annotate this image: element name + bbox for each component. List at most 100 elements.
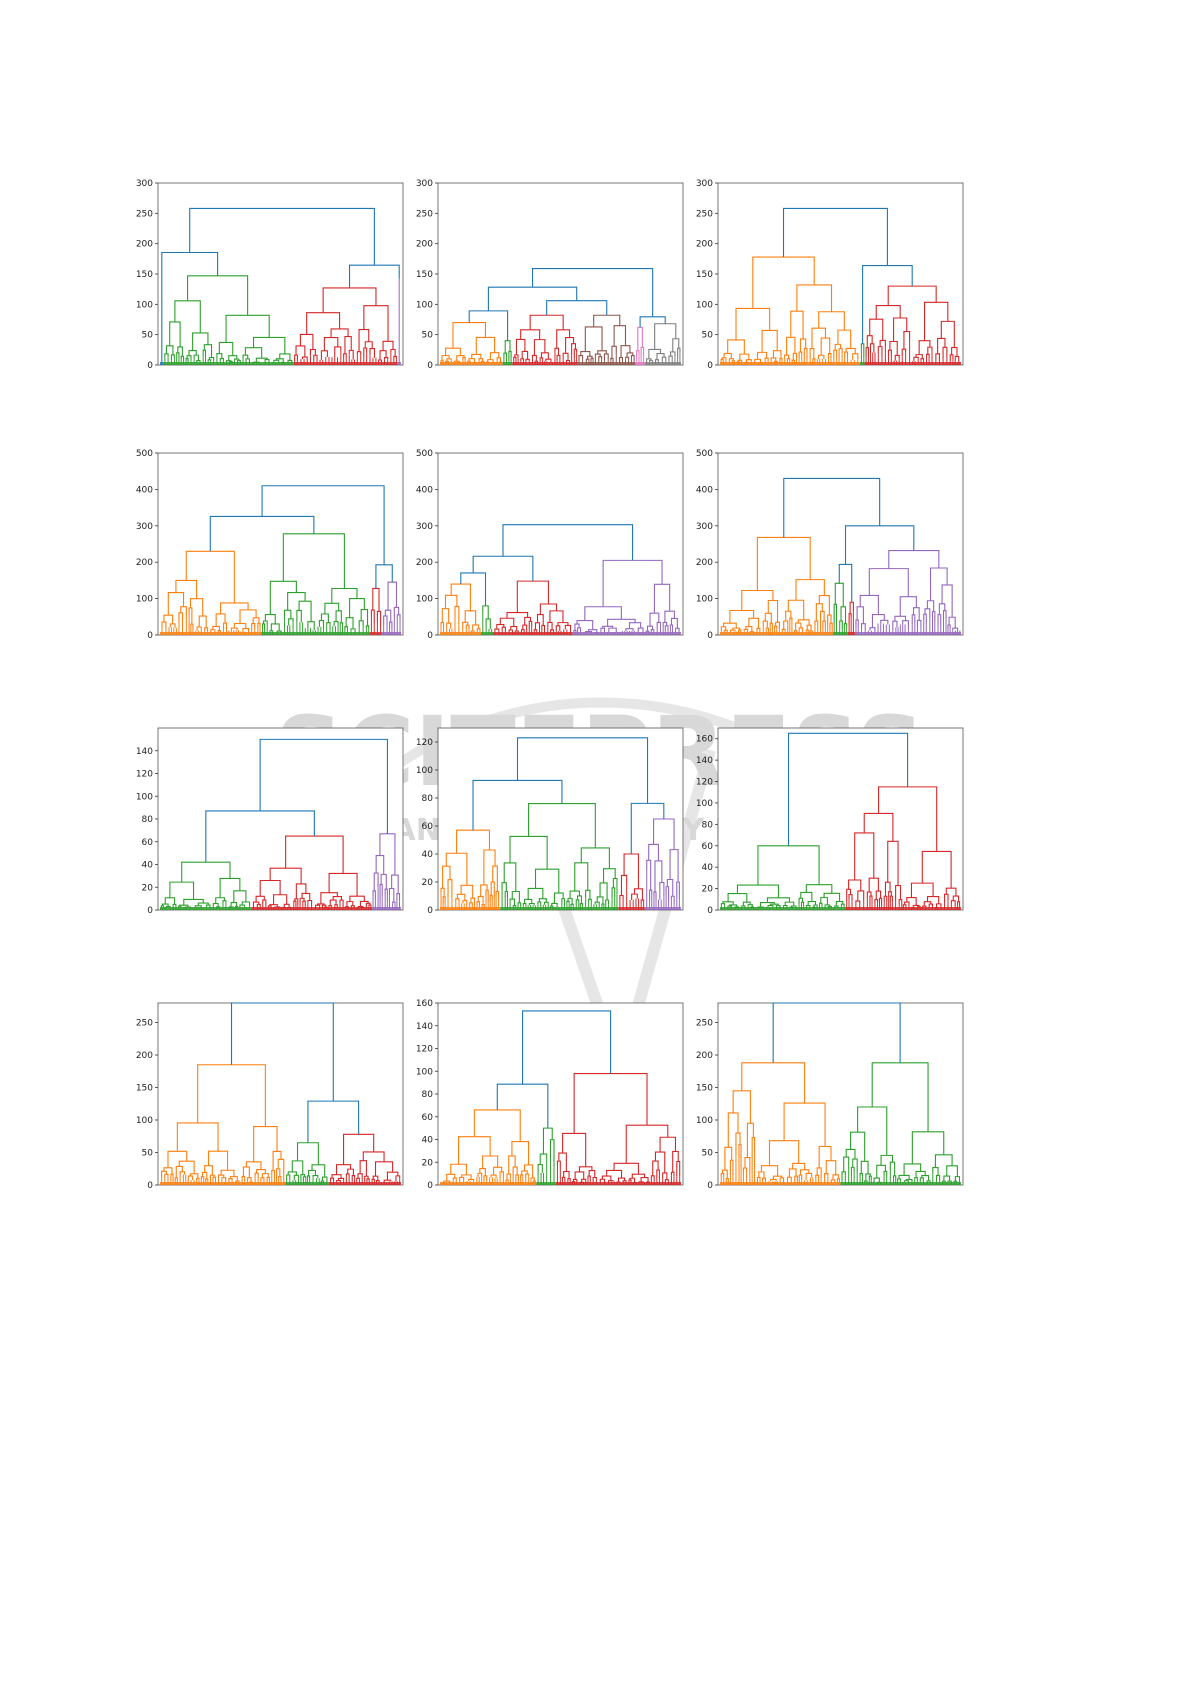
dendrogram-panel-5: 0 100 200 300 400 500 bbox=[410, 449, 710, 665]
cluster-link bbox=[935, 903, 942, 908]
cluster-link bbox=[442, 865, 451, 889]
leaf-band bbox=[440, 1182, 537, 1185]
cluster-link bbox=[442, 896, 446, 905]
cluster-link bbox=[221, 1177, 227, 1183]
cluster-link bbox=[366, 1178, 370, 1183]
cluster-link bbox=[567, 1178, 571, 1182]
cluster-link bbox=[800, 901, 805, 908]
dendrogram-11: 0 20 40 60 80 100 120 140 160 bbox=[416, 999, 684, 1191]
cluster-link bbox=[905, 1178, 913, 1183]
cluster-link bbox=[540, 352, 549, 360]
cluster-link bbox=[169, 623, 176, 628]
leaf-band bbox=[635, 362, 645, 365]
leaf-band bbox=[372, 907, 401, 910]
dendrogram-6: 0 100 200 300 400 500 bbox=[696, 449, 964, 641]
cluster-link bbox=[937, 614, 942, 628]
cluster-link bbox=[369, 347, 375, 358]
cluster-link bbox=[320, 350, 328, 360]
cluster-link bbox=[444, 594, 458, 609]
merge-link bbox=[772, 1002, 901, 1063]
y-tick-label: 60 bbox=[702, 842, 714, 852]
merge-link bbox=[496, 1083, 549, 1129]
cluster-link bbox=[271, 1169, 275, 1175]
cluster-link bbox=[388, 887, 395, 903]
leaf-band bbox=[261, 632, 370, 635]
cluster-link bbox=[761, 1177, 767, 1181]
cluster-link bbox=[229, 1176, 238, 1182]
leaf-band bbox=[644, 362, 681, 365]
cluster-link bbox=[937, 337, 946, 354]
cluster-link bbox=[447, 879, 453, 898]
cluster-link bbox=[440, 621, 445, 628]
dendrogram-tree bbox=[720, 1002, 961, 1185]
cluster-link bbox=[321, 904, 327, 908]
cluster-link bbox=[774, 625, 778, 629]
dendrogram-10: 0 50 100 150 200 250 bbox=[136, 1002, 404, 1191]
y-tick-label: 500 bbox=[136, 449, 153, 459]
cluster-link bbox=[946, 1165, 958, 1177]
cluster-link bbox=[819, 610, 825, 622]
cluster-link bbox=[247, 1177, 252, 1183]
cluster-link bbox=[487, 359, 494, 364]
cluster-link bbox=[795, 622, 802, 631]
y-tick-label: 200 bbox=[136, 240, 153, 250]
cluster-link bbox=[205, 1178, 209, 1182]
y-tick-label: 0 bbox=[427, 631, 433, 641]
dendrogram-12: 0 50 100 150 200 250 bbox=[696, 1002, 964, 1191]
cluster-link bbox=[799, 338, 807, 353]
cluster-link bbox=[732, 1090, 751, 1124]
cluster-link bbox=[846, 888, 852, 902]
cluster-link bbox=[358, 620, 364, 628]
cluster-link bbox=[169, 321, 181, 347]
plot-frame bbox=[437, 727, 684, 911]
cluster-link bbox=[556, 354, 561, 361]
cluster-link bbox=[584, 606, 622, 621]
cluster-link bbox=[672, 338, 680, 352]
cluster-link bbox=[928, 903, 933, 908]
cluster-link bbox=[799, 1169, 810, 1176]
leaf-band bbox=[555, 1182, 681, 1185]
cluster-link bbox=[649, 889, 653, 903]
leaf-band bbox=[644, 907, 681, 910]
cluster-link bbox=[269, 867, 302, 884]
cluster-link bbox=[242, 354, 249, 359]
dendrogram-tree bbox=[720, 477, 961, 635]
cluster-link bbox=[264, 614, 276, 624]
cluster-link bbox=[363, 347, 368, 357]
cluster-link bbox=[330, 328, 349, 338]
cluster-link bbox=[914, 1177, 918, 1182]
cluster-link bbox=[396, 893, 401, 902]
leaf-band bbox=[618, 907, 645, 910]
cluster-link bbox=[754, 358, 762, 364]
cluster-link bbox=[874, 899, 879, 907]
y-tick-label: 0 bbox=[707, 631, 713, 641]
cluster-link bbox=[539, 357, 544, 362]
cluster-link bbox=[198, 615, 207, 628]
cluster-link bbox=[461, 1174, 472, 1180]
cluster-link bbox=[606, 1169, 623, 1179]
cluster-link bbox=[165, 345, 174, 355]
merge-link bbox=[502, 524, 634, 561]
cluster-link bbox=[953, 1180, 958, 1183]
cluster-link bbox=[670, 895, 675, 904]
cluster-link bbox=[440, 887, 445, 897]
y-tick-label: 0 bbox=[427, 906, 433, 916]
cluster-link bbox=[522, 902, 527, 906]
cluster-link bbox=[468, 358, 476, 363]
cluster-link bbox=[756, 627, 761, 633]
cluster-link bbox=[662, 1172, 668, 1180]
plot-frame bbox=[157, 727, 404, 911]
cluster-link bbox=[721, 1169, 728, 1179]
cluster-link bbox=[926, 600, 935, 612]
cluster-link bbox=[675, 627, 680, 632]
y-tick-label: 100 bbox=[696, 1116, 713, 1126]
cluster-link bbox=[656, 1169, 660, 1180]
cluster-link bbox=[585, 358, 590, 363]
cluster-link bbox=[785, 610, 792, 621]
cluster-link bbox=[856, 606, 864, 624]
cluster-link bbox=[580, 847, 610, 869]
cluster-link bbox=[869, 343, 875, 355]
cluster-link bbox=[334, 346, 342, 358]
y-tick-label: 160 bbox=[416, 999, 433, 1009]
dendrogram-tree bbox=[160, 207, 401, 365]
